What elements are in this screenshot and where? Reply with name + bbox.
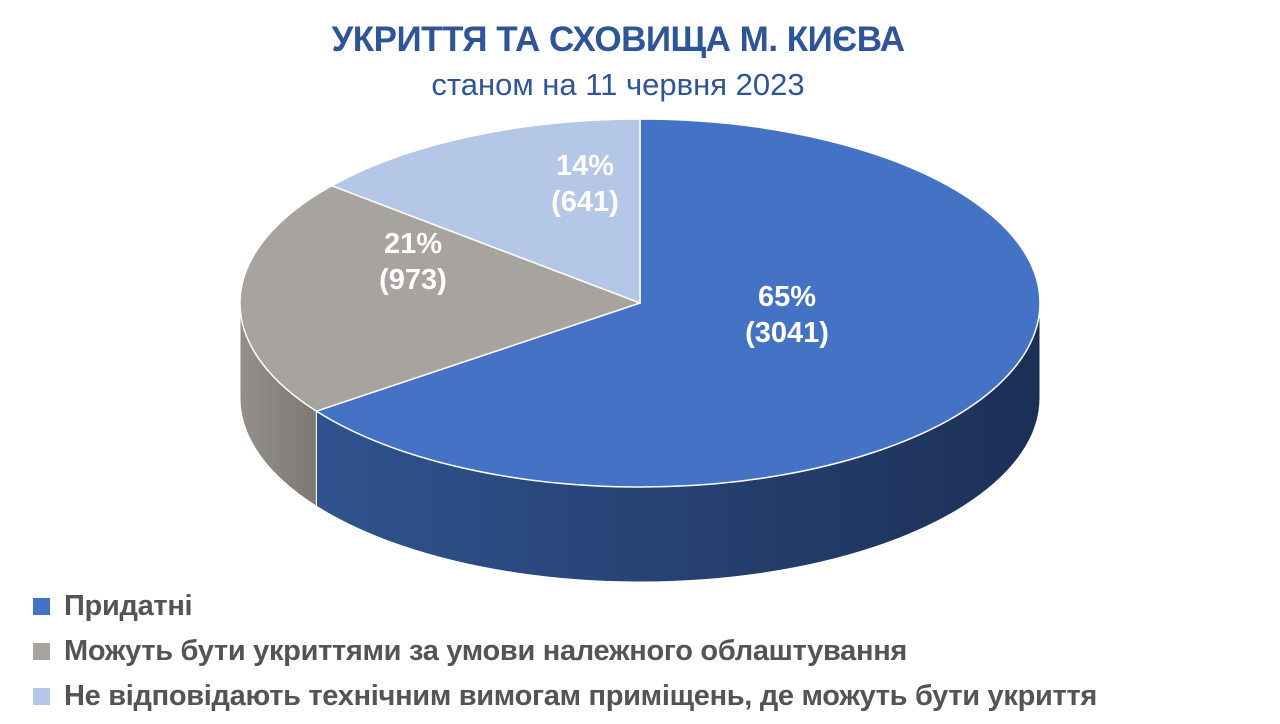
- legend-swatch: [33, 598, 50, 615]
- pie-slice-label: 21%: [384, 228, 442, 260]
- legend-swatch: [33, 688, 50, 705]
- legend-item: Можуть бути укриттями за умови належного…: [33, 634, 1273, 668]
- pie-slice-label: 14%: [556, 150, 614, 182]
- pie-slices: [239, 118, 1041, 488]
- legend-item: Не відповідають технічним вимогам приміщ…: [33, 679, 1273, 713]
- pie-slice-labels: 65% (3041) 21% (973) 14% (641): [379, 150, 829, 349]
- pie-slice: [315, 118, 1041, 488]
- legend-label: Можуть бути укриттями за умови належного…: [64, 635, 908, 667]
- pie-slice-label: (3041): [745, 317, 829, 349]
- pie-slice-label: (973): [379, 264, 447, 296]
- chart-title: УКРИТТЯ ТА СХОВИЩА М. КИЄВА: [331, 20, 905, 59]
- pie-slice: [239, 184, 641, 412]
- pie-slice-label: (641): [551, 186, 619, 218]
- pie-slice: [331, 118, 641, 304]
- chart-subtitle: станом на 11 червня 2023: [431, 67, 805, 103]
- chart-legend: Придатні Можуть бути укриттями за умови н…: [33, 589, 1273, 724]
- legend-label: Придатні: [64, 590, 193, 622]
- title-block: УКРИТТЯ ТА СХОВИЩА М. КИЄВА станом на 11…: [0, 20, 1280, 102]
- legend-label: Не відповідають технічним вимогам приміщ…: [64, 680, 1097, 712]
- pie-slice-label: 65%: [758, 281, 816, 313]
- legend-swatch: [33, 643, 50, 660]
- legend-item: Придатні: [33, 589, 1273, 623]
